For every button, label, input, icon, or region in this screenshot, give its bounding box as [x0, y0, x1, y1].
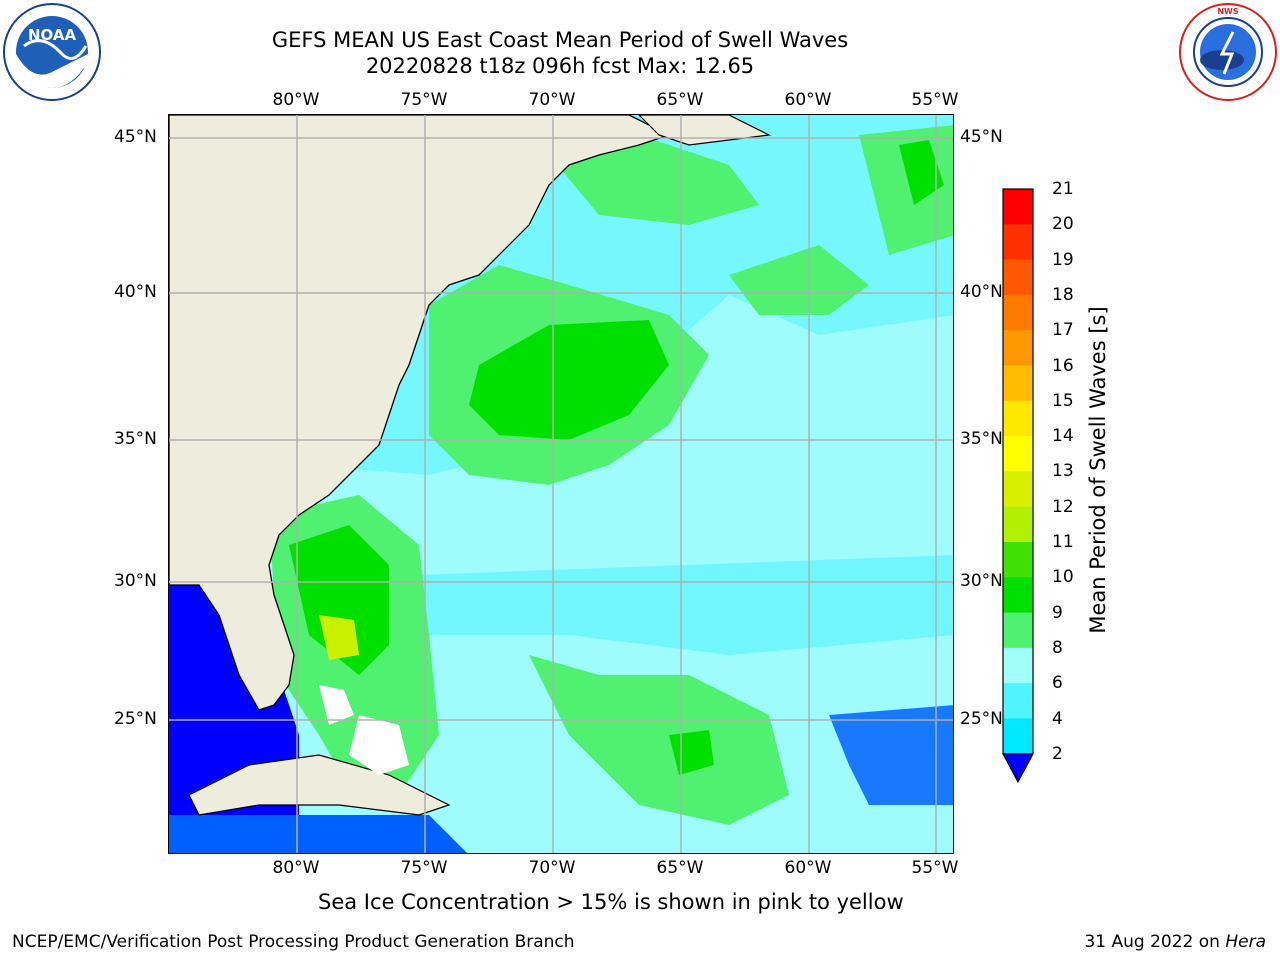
colorbar-tick-label: 19	[1052, 249, 1074, 270]
colorbar-tick-label: 12	[1052, 496, 1074, 517]
colorbar-tick-label: 16	[1052, 355, 1074, 376]
land-north-america	[169, 115, 671, 711]
sea-ice-caption: Sea Ice Concentration > 15% is shown in …	[318, 890, 904, 914]
colorbar-tick-label: 2	[1052, 743, 1063, 764]
swell-12s-core	[319, 615, 359, 660]
colorbar-tick-label: 18	[1052, 284, 1074, 305]
colorbar-segment	[1003, 647, 1033, 684]
gridlines	[169, 115, 953, 853]
lat-tick-left-25n: 25°N	[114, 709, 157, 729]
chart-title: GEFS MEAN US East Coast Mean Period of S…	[271, 28, 849, 52]
colorbar-extend-arrow	[1002, 753, 1035, 784]
colorbar-tick-label: 8	[1052, 637, 1063, 658]
lon-tick-bottom-65w: 65°W	[656, 858, 704, 878]
swell-10s-core-south	[289, 525, 389, 675]
colorbar-segment	[1003, 400, 1033, 437]
bahamas-masked-2	[349, 715, 409, 775]
caribbean-low-swell	[169, 815, 467, 853]
swell-9s-region-se	[529, 655, 789, 825]
map-panel	[168, 114, 954, 854]
colorbar-tick-label: 20	[1052, 214, 1074, 235]
lat-tick-left-40n: 40°N	[114, 282, 157, 302]
colorbar-tick-label: 6	[1052, 673, 1063, 694]
colorbar-segment	[1003, 542, 1033, 578]
colorbar-segment	[1003, 224, 1033, 261]
swell-10s-core-north	[469, 320, 669, 440]
bahamas-masked	[319, 685, 354, 725]
lat-tick-left-45n: 45°N	[114, 127, 157, 147]
lon-tick-top-70w: 70°W	[528, 90, 576, 110]
swell-2s-region-se	[829, 705, 953, 805]
colorbar-segment	[1003, 612, 1033, 649]
map-canvas	[169, 115, 953, 853]
noaa-logo: NOAA	[3, 3, 101, 101]
lat-tick-right-40n: 40°N	[960, 282, 1003, 302]
swell-9s-patch	[729, 245, 869, 315]
colorbar-segment	[1003, 259, 1033, 296]
colorbar-tick-label: 14	[1052, 426, 1074, 447]
colorbar-tick-label: 10	[1052, 567, 1074, 588]
colorbar-segment	[1003, 365, 1033, 402]
lat-tick-right-30n: 30°N	[960, 571, 1003, 591]
footer-date-text: 31 Aug 2022 on	[1084, 932, 1220, 952]
lon-tick-top-75w: 75°W	[400, 90, 448, 110]
svg-text:NWS: NWS	[1217, 7, 1239, 16]
lon-tick-bottom-80w: 80°W	[272, 858, 320, 878]
lon-tick-top-80w: 80°W	[272, 90, 320, 110]
colorbar-segment	[1003, 506, 1033, 543]
lat-tick-left-35n: 35°N	[114, 429, 157, 449]
lon-tick-top-55w: 55°W	[911, 90, 959, 110]
colorbar-segment	[1003, 294, 1033, 331]
colorbar-tick-label: 17	[1052, 320, 1074, 341]
footer-machine: Hera	[1225, 932, 1266, 952]
lon-tick-top-65w: 65°W	[656, 90, 704, 110]
lat-tick-right-45n: 45°N	[960, 127, 1003, 147]
lat-tick-right-25n: 25°N	[960, 709, 1003, 729]
lon-tick-top-60w: 60°W	[784, 90, 832, 110]
colorbar-segment	[1003, 189, 1033, 225]
lon-tick-bottom-55w: 55°W	[911, 858, 959, 878]
colorbar-tick-label: 13	[1052, 461, 1074, 482]
colorbar-segment	[1003, 330, 1033, 366]
footer-date: 31 Aug 2022 on Hera	[1084, 932, 1266, 952]
lon-tick-bottom-70w: 70°W	[528, 858, 576, 878]
colorbar-title: Mean Period of Swell Waves [s]	[1086, 306, 1110, 634]
colorbar-segment	[1003, 718, 1033, 755]
colorbar-tick-label: 15	[1052, 390, 1074, 411]
colorbar-tick-label: 21	[1052, 179, 1074, 199]
colorbar-segment	[1003, 577, 1033, 614]
lat-tick-right-35n: 35°N	[960, 429, 1003, 449]
swell-10s-patch-east	[899, 140, 944, 205]
lat-tick-left-30n: 30°N	[114, 571, 157, 591]
lon-tick-bottom-60w: 60°W	[784, 858, 832, 878]
lon-tick-bottom-75w: 75°W	[400, 858, 448, 878]
colorbar-segment	[1003, 683, 1033, 719]
swell-9s-region-ne	[549, 135, 759, 225]
footer-organization: NCEP/EMC/Verification Post Processing Pr…	[12, 932, 575, 952]
colorbar-segment	[1003, 471, 1033, 508]
colorbar-tick-label: 4	[1052, 708, 1063, 729]
colorbar	[1002, 188, 1035, 784]
colorbar-tick-label: 9	[1052, 602, 1063, 623]
noaa-logo-text: NOAA	[28, 26, 77, 44]
nws-logo: NWS	[1179, 3, 1277, 101]
chart-subtitle: 20220828 t18z 096h fcst Max: 12.65	[365, 54, 755, 78]
land-cuba	[188, 754, 451, 816]
colorbar-tick-label: 11	[1052, 532, 1074, 552]
colorbar-segment	[1003, 436, 1033, 472]
